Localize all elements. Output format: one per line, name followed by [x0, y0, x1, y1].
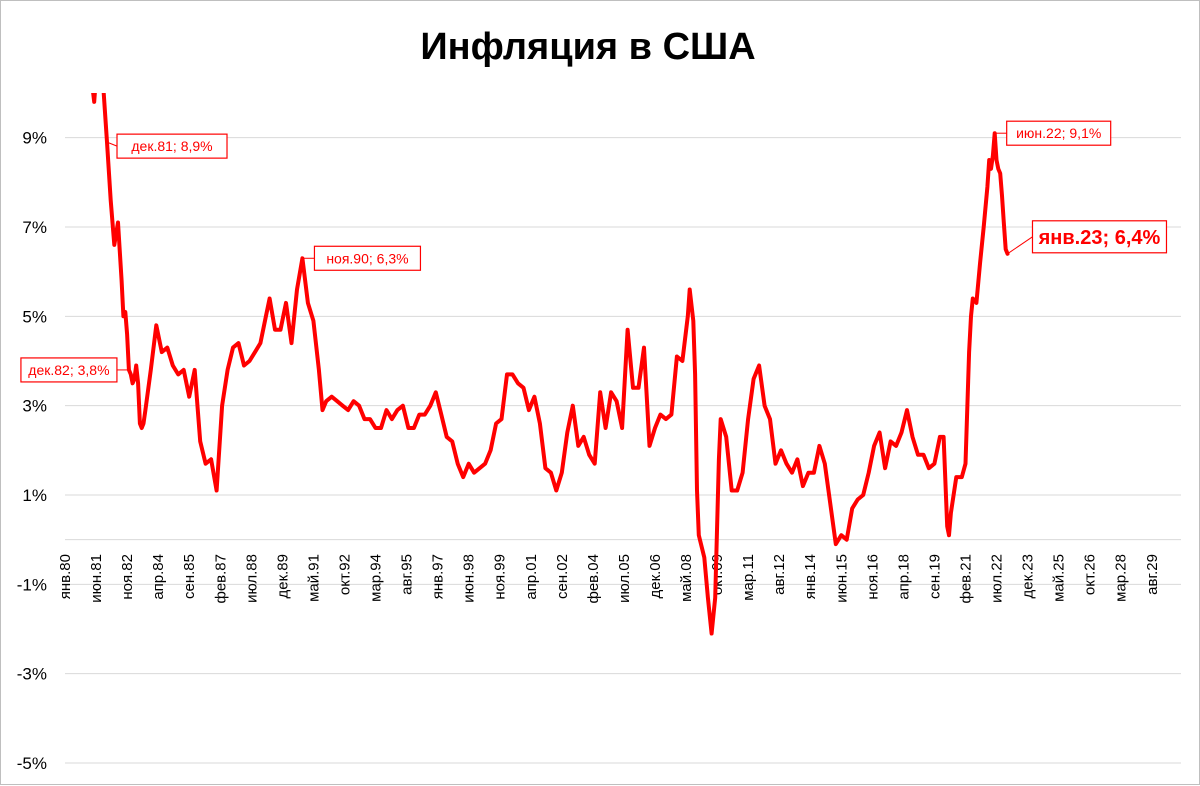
x-tick-label: июн.81	[88, 554, 105, 603]
x-tick-label: фев.21	[957, 554, 974, 604]
series-line-0	[91, 93, 1010, 636]
annotation-box	[116, 133, 228, 159]
chart-title: Инфляция в США	[420, 26, 755, 68]
x-tick-label: авг.12	[771, 554, 788, 595]
x-tick-label: окт.92	[336, 554, 353, 595]
x-tick-label: июл.88	[243, 554, 260, 603]
x-tick-label: дек.89	[274, 554, 291, 599]
x-tick-label: июл.22	[989, 554, 1006, 603]
x-tick-label: ноя.16	[864, 554, 881, 600]
annotation-layer: дек.81; 8,9% дек.82; 3,8% ноя.90; 6,3% июн.…	[20, 120, 1168, 383]
annotation-label: июн.22; 9,1%	[1016, 125, 1101, 141]
x-tick-label: май.25	[1051, 554, 1068, 602]
y-tick-label: -5%	[17, 754, 47, 773]
x-tick-label: ноя.82	[119, 554, 136, 600]
y-tick-label: 5%	[22, 307, 47, 326]
x-tick-label: июн.98	[461, 554, 478, 603]
x-tick-label: мар.28	[1113, 554, 1130, 602]
x-tick-label: сен.02	[554, 554, 571, 599]
annotation-box	[1031, 220, 1168, 254]
y-tick-label: 3%	[22, 397, 47, 416]
y-tick-label: 7%	[22, 218, 47, 237]
x-tick-label: мар.11	[740, 554, 757, 601]
annotation-box	[20, 357, 118, 383]
x-tick-label: окт.26	[1082, 554, 1099, 595]
x-tick-label: янв.14	[802, 554, 819, 599]
y-tick-label: -1%	[17, 575, 47, 594]
y-axis-ticks: 9% 7% 5% 3% 1% -1% -3% -5%	[17, 129, 47, 773]
x-tick-label: фев.04	[585, 554, 602, 604]
x-tick-label: апр.01	[523, 554, 540, 600]
annotation-label: янв.23; 6,4%	[1038, 227, 1161, 249]
y-tick-label: -3%	[17, 665, 47, 684]
x-tick-label: ноя.99	[492, 554, 509, 600]
x-tick-label: сен.85	[181, 554, 198, 599]
x-tick-label: дек.23	[1020, 554, 1037, 599]
y-tick-label: 9%	[22, 129, 47, 148]
x-tick-label: дек.06	[647, 554, 664, 599]
annotation-box	[1006, 120, 1112, 146]
x-tick-label: апр.84	[150, 554, 167, 600]
x-tick-label: фев.87	[212, 554, 229, 604]
x-tick-label: янв.97	[430, 554, 447, 599]
x-tick-label: апр.18	[895, 554, 912, 600]
grid-layer	[65, 137, 1181, 764]
x-tick-label: сен.19	[926, 554, 943, 599]
annotation-label: ноя.90; 6,3%	[326, 250, 408, 266]
annotation-leader	[106, 141, 118, 147]
x-tick-label: май.91	[305, 554, 322, 602]
annotation-leader	[1007, 236, 1033, 255]
x-tick-label: июл.05	[616, 554, 633, 603]
annotation-box	[313, 245, 422, 271]
annotation-label: дек.81; 8,9%	[131, 138, 212, 154]
series-layer	[91, 93, 1010, 636]
x-tick-label: июн.15	[833, 554, 850, 603]
x-tick-label: май.08	[678, 554, 695, 602]
x-axis-ticks: янв.80 июн.81 ноя.82 апр.84 сен.85 фев.87 июл.…	[57, 554, 1161, 604]
annotation-label: дек.82; 3,8%	[28, 362, 109, 378]
x-tick-label: авг.95	[399, 554, 416, 595]
x-tick-label: авг.29	[1144, 554, 1161, 595]
x-tick-label: мар.94	[368, 554, 385, 602]
x-tick-label: янв.80	[57, 554, 74, 599]
y-tick-label: 1%	[22, 486, 47, 505]
